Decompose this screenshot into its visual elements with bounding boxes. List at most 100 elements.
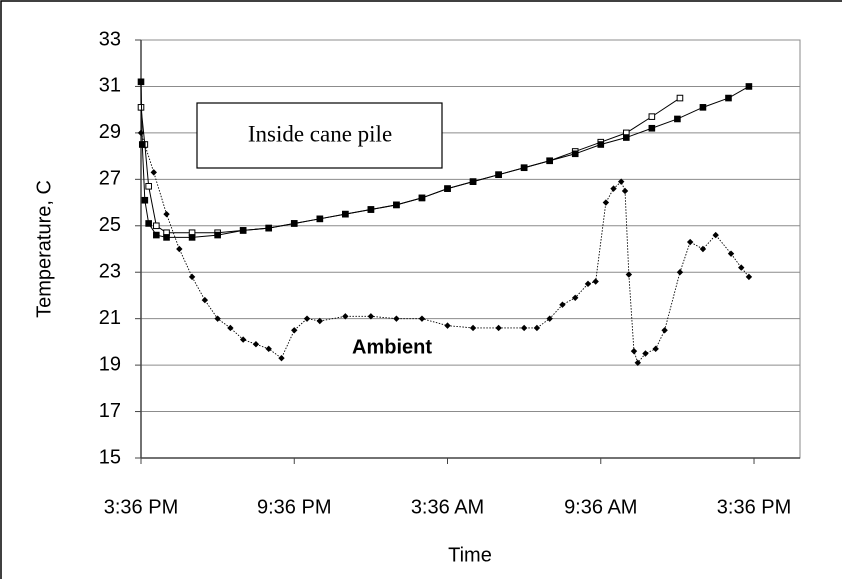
- point: [367, 313, 375, 320]
- point: [712, 231, 719, 239]
- point: [145, 183, 152, 190]
- point: [727, 250, 735, 257]
- point: [623, 134, 630, 141]
- point: [469, 178, 477, 185]
- y-tick-label: 21: [99, 307, 121, 329]
- point: [227, 324, 234, 332]
- point: [444, 185, 451, 192]
- point: [214, 231, 221, 239]
- point: [418, 194, 426, 202]
- point: [290, 220, 298, 227]
- point: [278, 354, 285, 362]
- point: [621, 187, 629, 195]
- point: [153, 231, 160, 239]
- series-line: [140, 132, 750, 364]
- point: [316, 317, 323, 325]
- point: [618, 178, 625, 185]
- point: [201, 296, 209, 304]
- annotation-box: [196, 102, 443, 169]
- x-tick-label: 3:36 AM: [411, 496, 484, 518]
- point: [252, 341, 260, 348]
- y-tick-label: 31: [99, 75, 121, 97]
- point: [265, 345, 272, 353]
- point: [738, 264, 745, 271]
- point: [520, 324, 528, 332]
- point: [686, 238, 694, 246]
- point: [176, 245, 183, 253]
- point: [699, 245, 707, 253]
- point: [725, 94, 732, 102]
- x-axis-title: Time: [448, 544, 492, 566]
- point: [342, 210, 349, 218]
- point: [634, 359, 642, 366]
- point: [652, 345, 659, 353]
- point: [393, 315, 400, 322]
- y-tick-label: 17: [99, 400, 121, 422]
- point: [745, 83, 753, 90]
- point: [520, 164, 528, 172]
- y-tick-label: 19: [99, 353, 121, 375]
- point: [602, 199, 610, 206]
- point: [163, 210, 170, 218]
- point: [592, 278, 599, 285]
- point: [572, 294, 579, 301]
- point: [137, 129, 145, 137]
- point: [150, 169, 157, 176]
- y-tick-label: 15: [99, 446, 121, 468]
- point: [141, 196, 149, 204]
- point: [676, 94, 684, 102]
- point: [145, 220, 152, 227]
- point: [163, 234, 170, 241]
- point: [625, 271, 633, 278]
- y-tick-label: 23: [99, 261, 121, 283]
- y-tick-label: 25: [99, 214, 121, 236]
- point: [674, 115, 681, 123]
- point: [153, 222, 160, 230]
- y-tick-label: 29: [99, 121, 121, 143]
- point: [342, 313, 349, 320]
- point: [495, 171, 502, 178]
- point: [676, 269, 684, 276]
- x-tick-label: 9:36 AM: [564, 496, 637, 518]
- point: [610, 185, 617, 192]
- point: [745, 273, 753, 281]
- x-tick-label: 3:36 PM: [717, 496, 791, 518]
- x-tick-label: 3:36 PM: [104, 496, 178, 518]
- point: [559, 301, 566, 308]
- point: [239, 227, 247, 234]
- point: [316, 215, 324, 223]
- point: [642, 350, 649, 357]
- point: [630, 347, 638, 355]
- point: [661, 327, 668, 334]
- y-axis-title: Temperature, C: [33, 180, 55, 318]
- annotation: Ambient: [352, 336, 432, 358]
- point: [533, 324, 541, 332]
- point: [239, 336, 247, 343]
- point: [214, 315, 221, 322]
- point: [469, 324, 477, 332]
- point: [495, 324, 502, 332]
- point: [699, 104, 707, 111]
- y-tick-label: 27: [99, 168, 121, 190]
- point: [571, 150, 579, 158]
- point: [303, 315, 311, 322]
- point: [265, 224, 273, 232]
- point: [597, 141, 605, 148]
- point: [648, 124, 656, 132]
- point: [188, 234, 196, 241]
- x-tick-label: 9:36 PM: [257, 496, 331, 518]
- y-tick-label: 33: [99, 28, 121, 50]
- point: [291, 327, 298, 334]
- point: [546, 315, 553, 322]
- point: [188, 273, 196, 281]
- annotation: Inside cane pile: [248, 121, 392, 146]
- point: [584, 280, 592, 288]
- point: [444, 322, 451, 329]
- point: [418, 315, 426, 322]
- point: [546, 157, 553, 165]
- point: [367, 206, 375, 213]
- point: [393, 201, 400, 209]
